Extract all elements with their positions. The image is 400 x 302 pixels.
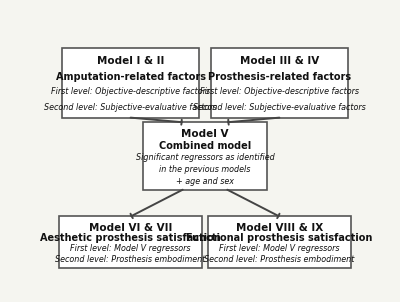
- Text: Second level: Prosthesis embodiment: Second level: Prosthesis embodiment: [204, 255, 354, 264]
- Text: Functional prosthesis satisfaction: Functional prosthesis satisfaction: [186, 233, 372, 243]
- Text: First level: Objective-descriptive factors: First level: Objective-descriptive facto…: [51, 87, 210, 96]
- FancyBboxPatch shape: [211, 48, 348, 117]
- Text: Second level: Subjective-evaluative factors: Second level: Subjective-evaluative fact…: [44, 103, 217, 112]
- Text: Model III & IV: Model III & IV: [240, 56, 319, 66]
- Text: Aesthetic prosthesis satisfaction: Aesthetic prosthesis satisfaction: [40, 233, 221, 243]
- Text: Significant regressors as identified: Significant regressors as identified: [136, 153, 274, 162]
- Text: Second level: Prosthesis embodiment: Second level: Prosthesis embodiment: [56, 255, 206, 264]
- FancyBboxPatch shape: [208, 217, 351, 268]
- Text: Model VI & VII: Model VI & VII: [89, 223, 172, 233]
- Text: Model I & II: Model I & II: [97, 56, 164, 66]
- Text: Prosthesis-related factors: Prosthesis-related factors: [208, 72, 351, 82]
- Text: Model VIII & IX: Model VIII & IX: [236, 223, 323, 233]
- Text: in the previous models: in the previous models: [159, 165, 251, 174]
- Text: Combined model: Combined model: [159, 141, 251, 151]
- Text: + age and sex: + age and sex: [176, 177, 234, 185]
- FancyBboxPatch shape: [62, 48, 199, 117]
- Text: Amputation-related factors: Amputation-related factors: [56, 72, 206, 82]
- FancyBboxPatch shape: [143, 122, 267, 190]
- Text: First level: Model V regressors: First level: Model V regressors: [70, 244, 191, 253]
- Text: First level: Objective-descriptive factors: First level: Objective-descriptive facto…: [200, 87, 359, 96]
- Text: First level: Model V regressors: First level: Model V regressors: [219, 244, 340, 253]
- Text: Model V: Model V: [181, 129, 229, 139]
- FancyBboxPatch shape: [59, 217, 202, 268]
- Text: Second level: Subjective-evaluative factors: Second level: Subjective-evaluative fact…: [193, 103, 366, 112]
